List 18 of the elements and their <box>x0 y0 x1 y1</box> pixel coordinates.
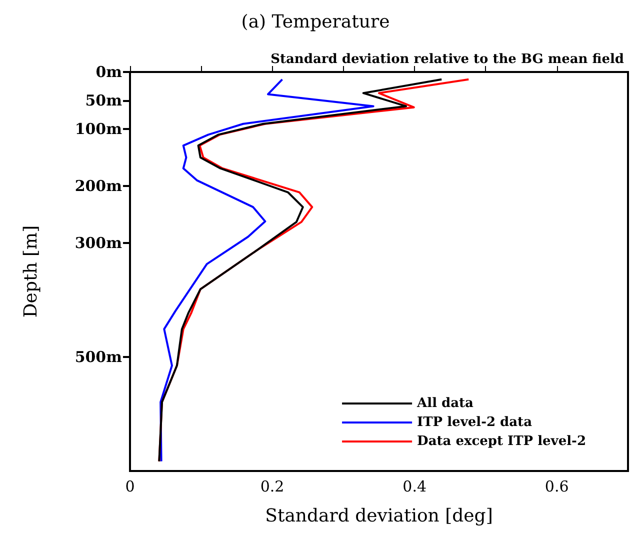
text: Data except ITP level-2 <box>417 434 586 449</box>
x-tick-label: 0.6 <box>544 478 569 496</box>
x-axis-title: Standard deviation [deg] <box>265 506 493 526</box>
y-tick-label: 200m <box>74 177 122 195</box>
y-axis-title: Depth [m] <box>20 225 42 318</box>
line-series <box>160 78 374 462</box>
y-tick-label: 0m <box>96 63 122 81</box>
x-tick-label: 0 <box>125 478 135 496</box>
text: ITP level-2 data <box>417 415 533 430</box>
chart-subtitle: Standard deviation relative to the BG mean field <box>270 52 624 67</box>
text: All data <box>416 396 474 411</box>
y-tick-label: 300m <box>74 234 122 252</box>
y-tick-label: 100m <box>74 120 122 138</box>
x-tick-label: 0.4 <box>402 478 426 496</box>
y-tick-label: 50m <box>85 92 122 110</box>
chart-title: (a) Temperature <box>241 12 390 32</box>
x-tick-label: 0.2 <box>260 478 284 496</box>
y-tick-label: 500m <box>74 348 122 366</box>
